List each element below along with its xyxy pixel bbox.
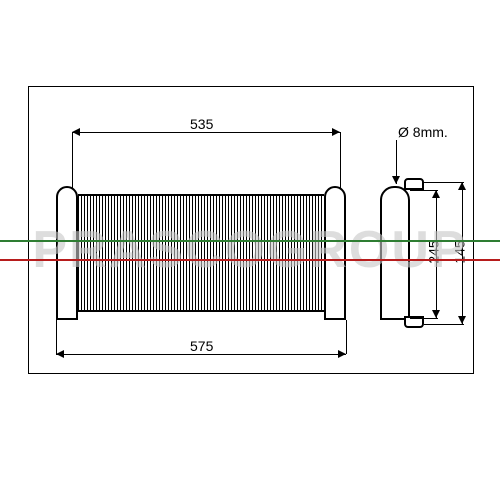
dim-bottom-line	[56, 354, 346, 355]
dim-arrow	[432, 190, 440, 198]
ext-line	[340, 132, 341, 190]
tank-right	[324, 186, 346, 320]
dim-arrow	[332, 128, 340, 136]
dim-arrow	[72, 128, 80, 136]
radiator-side-view	[380, 186, 410, 320]
radiator-core	[78, 194, 324, 312]
dim-diameter-value: Ø 8mm.	[398, 124, 448, 140]
dim-far-right-value: 145	[452, 240, 468, 263]
ext-line	[346, 320, 347, 354]
dim-arrow	[338, 350, 346, 358]
dim-arrow	[432, 310, 440, 318]
dim-top-line	[72, 132, 340, 133]
drawing-canvas: 535 Ø 8mm. 575 245 145 PRASCOGROUP	[0, 0, 500, 500]
dim-arrow	[458, 316, 466, 324]
dim-arrow	[392, 176, 400, 184]
dim-bottom-value: 575	[190, 338, 213, 354]
dim-arrow	[458, 182, 466, 190]
ext-line	[56, 320, 57, 354]
dim-right-value: 245	[426, 240, 442, 263]
tank-left	[56, 186, 78, 320]
ext-line	[72, 132, 73, 190]
nozzle-top	[404, 178, 424, 190]
ext-line	[424, 324, 464, 325]
dim-arrow	[56, 350, 64, 358]
ext-line	[410, 318, 438, 319]
dim-top-value: 535	[190, 116, 213, 132]
